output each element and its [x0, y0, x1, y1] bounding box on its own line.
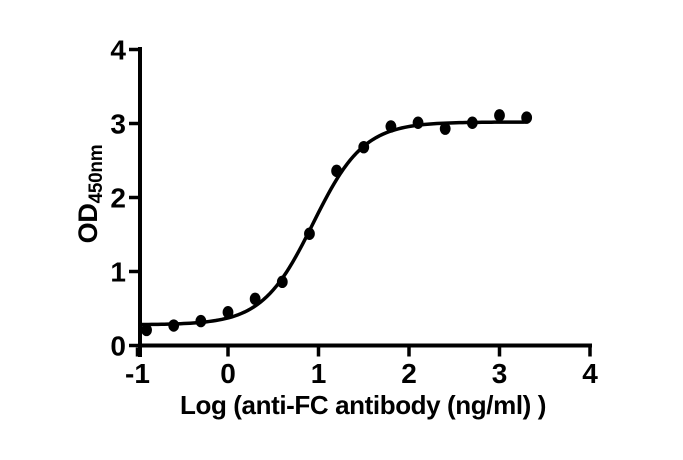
data-point	[385, 120, 397, 133]
y-axis-label-subscript: 450nm	[86, 144, 107, 204]
data-point	[331, 164, 342, 178]
data-point	[439, 122, 451, 135]
y-axis-label: OD450nm	[73, 94, 107, 294]
x-tick-label: 4	[582, 358, 598, 389]
data-point	[195, 314, 207, 328]
data-point	[358, 140, 370, 154]
x-axis-label: Log (anti-FC antibody (ng/ml) )	[180, 390, 546, 420]
data-point	[249, 292, 261, 306]
data-point	[168, 319, 180, 332]
x-tick-label: 3	[492, 358, 508, 389]
data-point	[521, 111, 533, 124]
data-point	[276, 275, 288, 289]
x-tick-label: -1	[125, 358, 150, 389]
fit-curve	[140, 120, 529, 327]
y-tick-label: 3	[110, 109, 126, 140]
y-tick-label: 1	[110, 257, 126, 288]
y-tick-label: 0	[110, 331, 126, 362]
y-tick-label: 4	[110, 35, 126, 66]
x-tick-label: 0	[220, 358, 236, 389]
y-tick-label: 2	[110, 183, 126, 214]
data-point	[222, 306, 234, 319]
data-point	[304, 227, 315, 240]
x-tick-label: 2	[401, 358, 417, 389]
x-tick-label: 1	[311, 358, 327, 389]
y-axis-label-main: OD	[73, 203, 103, 244]
data-point	[466, 116, 478, 129]
data-point	[494, 109, 505, 122]
data-point	[412, 116, 424, 129]
data-point	[141, 323, 152, 337]
